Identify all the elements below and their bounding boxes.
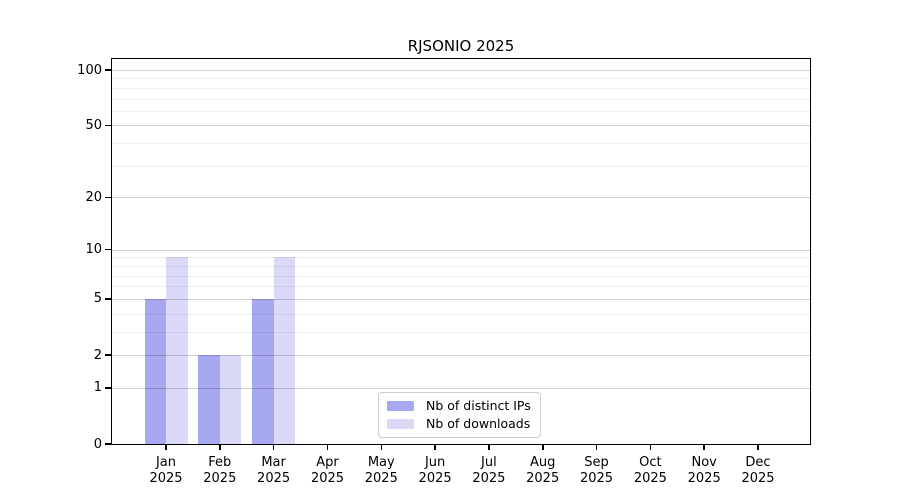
x-tick-label-may: May 2025: [364, 455, 398, 486]
gridline-minor-3: [112, 331, 810, 333]
x-tick-label-jan: Jan 2025: [149, 455, 183, 486]
y-tick-2: [105, 354, 112, 356]
gridline-major-2: [112, 355, 810, 356]
bar-jan-downloads: [166, 257, 188, 444]
gridline-minor-6: [112, 286, 810, 288]
x-tick-label-aug: Aug 2025: [526, 455, 560, 486]
x-tick-jan: [165, 444, 167, 450]
x-tick-label-feb: Feb 2025: [203, 455, 237, 486]
x-tick-may: [380, 444, 382, 450]
gridline-major-50: [112, 125, 810, 127]
plot-area: [111, 58, 811, 445]
gridline-minor-60: [112, 110, 810, 112]
gridline-minor-8: [112, 265, 810, 267]
y-tick-10: [105, 248, 112, 251]
gridline-major-100: [112, 70, 810, 71]
x-tick-label-apr: Apr 2025: [310, 455, 345, 486]
y-tick-50: [105, 124, 112, 127]
x-tick-label-jul: Jul 2025: [472, 455, 506, 486]
gridline-minor-90: [112, 78, 810, 80]
gridline-major-10: [112, 249, 810, 251]
y-tick-label-10: 10: [85, 242, 102, 258]
legend-label-downloads: Nb of downloads: [426, 416, 531, 431]
gridline-minor-4: [112, 313, 810, 315]
x-tick-label-dec: Dec 2025: [741, 455, 775, 486]
gridline-major-20: [112, 197, 810, 199]
legend-swatch-downloads: [387, 418, 414, 429]
chart-title: RJSONIO 2025: [407, 37, 515, 55]
x-tick-nov: [703, 444, 705, 450]
y-tick-5: [105, 298, 112, 300]
y-tick-label-5: 5: [93, 291, 102, 307]
x-tick-label-mar: Mar 2025: [257, 455, 291, 486]
gridline-minor-9: [112, 257, 810, 259]
x-tick-dec: [757, 444, 759, 450]
gridline-major-1: [112, 387, 810, 389]
x-tick-label-nov: Nov 2025: [687, 455, 721, 486]
gridline-minor-80: [112, 87, 810, 89]
y-tick-label-1: 1: [93, 380, 102, 396]
x-tick-apr: [326, 444, 329, 450]
bar-mar-downloads: [273, 257, 296, 444]
gridline-major-5: [112, 298, 810, 300]
legend: Nb of distinct IPs Nb of downloads: [378, 392, 541, 438]
y-tick-20: [105, 196, 112, 198]
bar-mar-distinct-ips: [252, 298, 274, 444]
x-tick-aug: [542, 444, 544, 450]
bar-feb-downloads: [219, 354, 242, 444]
x-tick-label-jun: Jun 2025: [418, 455, 452, 486]
gridline-minor-70: [112, 98, 810, 100]
gridline-minor-7: [112, 275, 810, 277]
gridline-minor-30: [112, 165, 810, 167]
x-tick-mar: [272, 444, 275, 450]
legend-item-downloads: Nb of downloads: [387, 417, 531, 430]
y-tick-100: [105, 69, 112, 71]
x-tick-jul: [488, 444, 490, 450]
gridline-minor-40: [112, 143, 810, 145]
x-tick-label-oct: Oct 2025: [633, 455, 667, 486]
legend-item-distinct-ips: Nb of distinct IPs: [387, 399, 531, 412]
y-tick-label-20: 20: [85, 189, 102, 205]
y-tick-label-0: 0: [93, 436, 102, 452]
legend-label-distinct-ips: Nb of distinct IPs: [426, 398, 531, 413]
y-tick-label-2: 2: [93, 347, 102, 363]
x-tick-jun: [434, 444, 436, 450]
x-tick-feb: [219, 444, 221, 450]
x-tick-oct: [649, 444, 652, 450]
y-tick-label-100: 100: [77, 62, 102, 78]
y-tick-0: [105, 443, 112, 445]
bar-feb-distinct-ips: [198, 354, 220, 444]
x-tick-label-sep: Sep 2025: [579, 455, 614, 486]
legend-swatch-distinct-ips: [387, 400, 414, 411]
y-tick-label-50: 50: [85, 117, 102, 133]
y-tick-1: [105, 387, 112, 389]
x-tick-sep: [595, 444, 598, 450]
bar-jan-distinct-ips: [144, 298, 166, 444]
